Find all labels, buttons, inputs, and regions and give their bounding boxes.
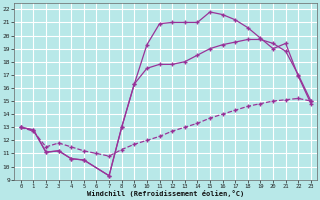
- X-axis label: Windchill (Refroidissement éolien,°C): Windchill (Refroidissement éolien,°C): [87, 190, 244, 197]
